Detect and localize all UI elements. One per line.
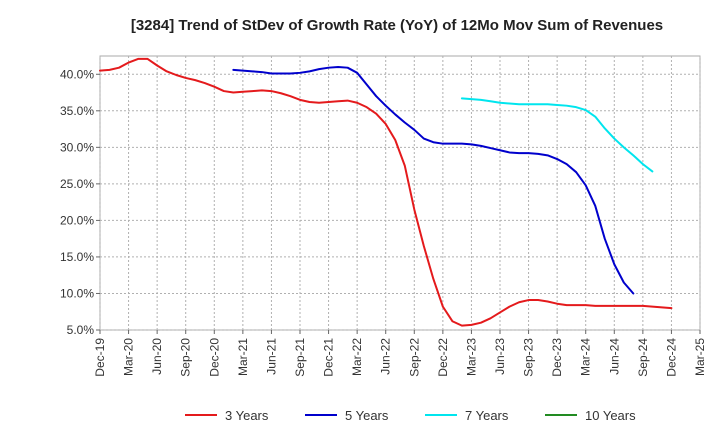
y-tick-label: 25.0% — [60, 177, 94, 191]
legend-label: 3 Years — [225, 408, 269, 423]
y-tick-label: 40.0% — [60, 67, 94, 81]
x-tick-label: Dec-23 — [550, 338, 564, 377]
y-tick-label: 10.0% — [60, 286, 94, 300]
chart-title: [3284] Trend of StDev of Growth Rate (Yo… — [131, 17, 663, 34]
series-line-3-years — [99, 57, 673, 327]
x-tick-label: Sep-22 — [407, 338, 421, 377]
plot-area — [99, 55, 701, 331]
series-line-5-years — [232, 65, 635, 295]
x-tick-label: Mar-22 — [350, 338, 364, 376]
y-tick-label: 5.0% — [67, 323, 95, 337]
x-tick-label: Mar-23 — [464, 338, 478, 376]
x-tick-label: Sep-23 — [522, 338, 536, 377]
axis-layer: 5.0% 10.0% 15.0% 20.0% 25.0% 30.0% 35.0% 40.0% D… — [60, 67, 707, 376]
x-tick-label: Dec-20 — [207, 338, 221, 377]
y-tick-label: 30.0% — [60, 140, 94, 154]
series-layer — [99, 57, 673, 327]
legend-label: 5 Years — [345, 408, 389, 423]
grid-layer — [99, 55, 701, 331]
x-tick-label: Mar-21 — [236, 338, 250, 376]
x-tick-label: Jun-24 — [607, 338, 621, 375]
x-tick-label: Jun-21 — [264, 338, 278, 375]
x-tick-label: Sep-24 — [636, 338, 650, 377]
y-tick-label: 35.0% — [60, 104, 94, 118]
x-tick-label: Mar-25 — [693, 338, 707, 376]
x-tick-label: Jun-20 — [150, 338, 164, 375]
x-tick-label: Mar-20 — [122, 338, 136, 376]
x-tick-label: Jun-22 — [379, 338, 393, 375]
series-line-7-years — [460, 97, 654, 173]
x-tick-label: Mar-24 — [579, 338, 593, 376]
x-tick-label: Dec-21 — [322, 338, 336, 377]
x-tick-label: Dec-24 — [664, 338, 678, 377]
x-tick-label: Dec-22 — [436, 338, 450, 377]
x-tick-label: Dec-19 — [93, 338, 107, 377]
x-tick-label: Sep-20 — [179, 338, 193, 377]
y-tick-label: 20.0% — [60, 213, 94, 227]
y-tick-label: 15.0% — [60, 250, 94, 264]
legend: 3 Years 5 Years 7 Years 10 Years — [185, 408, 636, 423]
legend-label: 7 Years — [465, 408, 509, 423]
x-tick-label: Sep-21 — [293, 338, 307, 377]
legend-label: 10 Years — [585, 408, 636, 423]
x-tick-label: Jun-23 — [493, 338, 507, 375]
